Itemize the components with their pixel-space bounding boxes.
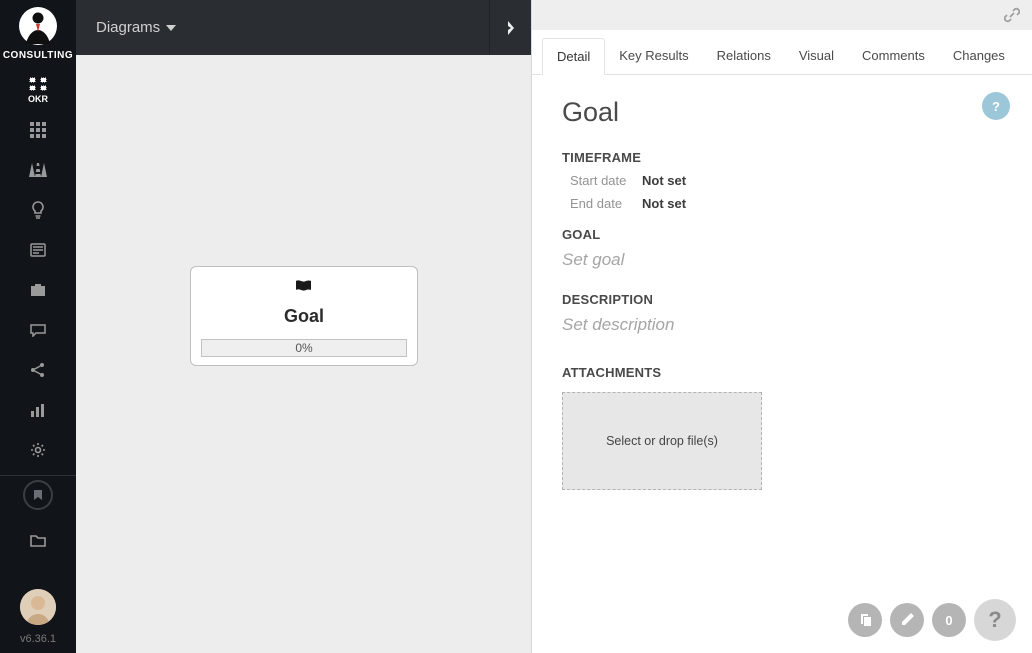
attachments-heading: ATTACHMENTS (562, 365, 1006, 380)
grid-icon (30, 122, 46, 138)
sidebar-roadmap[interactable] (20, 155, 56, 185)
gear-icon (30, 442, 46, 458)
goal-node-title: Goal (201, 306, 407, 327)
sidebar-activity[interactable] (23, 480, 53, 510)
sidebar-folder[interactable] (20, 526, 56, 556)
dropzone-text: Select or drop file(s) (606, 434, 718, 448)
panel-link-bar (532, 0, 1032, 30)
pencil-icon (900, 613, 914, 627)
topbar: Diagrams (76, 0, 531, 55)
chat-icon (30, 323, 46, 337)
sidebar-idea[interactable] (20, 195, 56, 225)
road-icon (29, 163, 47, 177)
description-heading: DESCRIPTION (562, 292, 1006, 307)
panel-content: Goal TIMEFRAME Start date Not set End da… (532, 75, 1032, 653)
tab-visual[interactable]: Visual (785, 38, 848, 74)
version-label: v6.36.1 (20, 633, 56, 645)
brand-logo[interactable]: CONSULTING (3, 0, 73, 69)
bar-chart-icon (30, 403, 46, 417)
sidebar-chart[interactable] (20, 395, 56, 425)
end-date-value: Not set (642, 196, 686, 211)
tab-key-results[interactable]: Key Results (605, 38, 702, 74)
tab-comments[interactable]: Comments (848, 38, 939, 74)
sidebar-share[interactable] (20, 355, 56, 385)
sidebar-okr[interactable]: OKR (20, 75, 56, 105)
end-date-row[interactable]: End date Not set (562, 196, 1006, 211)
fab-row: 0 ? (848, 599, 1016, 641)
sidebar-divider (0, 475, 76, 476)
tab-relations[interactable]: Relations (703, 38, 785, 74)
diagrams-label: Diagrams (96, 19, 160, 36)
sidebar-grid[interactable] (20, 115, 56, 145)
link-icon[interactable] (1004, 7, 1020, 23)
attachments-dropzone[interactable]: Select or drop file(s) (562, 392, 762, 490)
goal-placeholder[interactable]: Set goal (562, 250, 1006, 270)
folder-icon (30, 534, 46, 548)
avatar-placeholder-icon (20, 589, 56, 625)
fab-edit[interactable] (890, 603, 924, 637)
goal-flag-icon (201, 279, 407, 301)
tab-detail[interactable]: Detail (542, 38, 605, 75)
end-date-label: End date (570, 196, 642, 211)
goal-progress-text: 0% (295, 341, 312, 355)
user-avatar[interactable] (20, 589, 56, 625)
sidebar-doc[interactable] (20, 235, 56, 265)
panel-tabs: Detail Key Results Relations Visual Comm… (532, 38, 1032, 75)
brand-name: CONSULTING (3, 50, 73, 61)
detail-panel: Detail Key Results Relations Visual Comm… (532, 0, 1032, 653)
share-icon (30, 362, 46, 378)
diagram-canvas[interactable]: Goal 0% (76, 55, 531, 653)
canvas-column: Diagrams Goal 0% (76, 0, 532, 653)
fab-help[interactable]: ? (974, 599, 1016, 641)
document-icon (30, 243, 46, 257)
start-date-row[interactable]: Start date Not set (562, 173, 1006, 188)
consultant-logo-icon (18, 6, 58, 46)
bookmark-icon (32, 489, 44, 501)
fab-copy[interactable] (848, 603, 882, 637)
sidebar-chat[interactable] (20, 315, 56, 345)
diagrams-dropdown[interactable]: Diagrams (76, 0, 489, 55)
goal-progress-bar: 0% (201, 339, 407, 357)
fab-count[interactable]: 0 (932, 603, 966, 637)
sidebar-settings[interactable] (20, 435, 56, 465)
description-placeholder[interactable]: Set description (562, 315, 1006, 335)
left-sidebar: CONSULTING OKR (0, 0, 76, 653)
goal-node[interactable]: Goal 0% (190, 266, 418, 366)
start-date-label: Start date (570, 173, 642, 188)
copy-icon (858, 613, 872, 627)
tab-changes[interactable]: Changes (939, 38, 1019, 74)
panel-help-button[interactable]: ? (982, 92, 1010, 120)
panel-title: Goal (562, 97, 1006, 128)
lightbulb-icon (31, 201, 45, 219)
expand-panel-button[interactable] (489, 0, 531, 55)
briefcase-icon (30, 283, 46, 297)
start-date-value: Not set (642, 173, 686, 188)
sidebar-briefcase[interactable] (20, 275, 56, 305)
chevron-down-icon (166, 25, 176, 31)
chevron-right-icon (506, 21, 516, 35)
timeframe-heading: TIMEFRAME (562, 150, 1006, 165)
okr-icon (28, 76, 48, 92)
sidebar-okr-label: OKR (28, 94, 48, 104)
goal-heading: GOAL (562, 227, 1006, 242)
